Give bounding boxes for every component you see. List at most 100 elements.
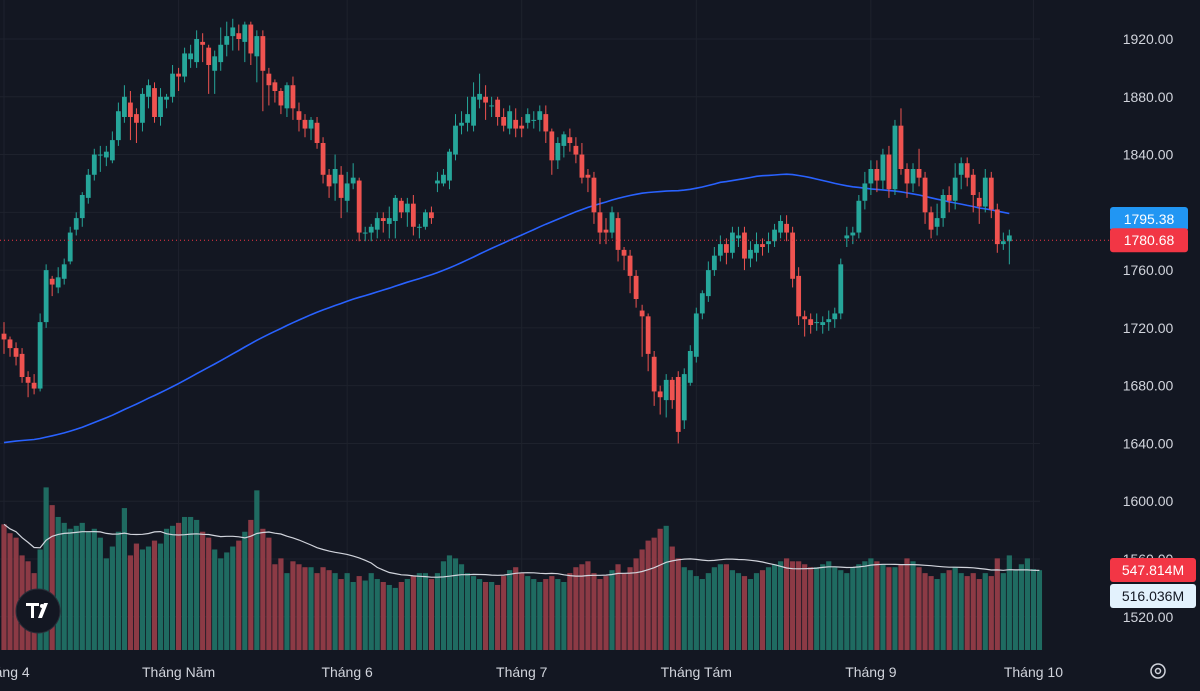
candle-body [639, 310, 645, 317]
volume-bar [928, 576, 934, 650]
candle-body [55, 277, 61, 288]
candle-body [531, 119, 537, 121]
candle-body [994, 209, 1000, 245]
time-tick-label: Tháng 10 [1004, 664, 1063, 680]
volume-bar [434, 573, 441, 650]
volume-bar [1030, 569, 1037, 650]
time-axis[interactable]: Tháng 4 Tháng Năm Tháng 6 Tháng 7 Tháng Tám T… [0, 664, 1063, 680]
candle-body [37, 322, 43, 389]
candle-body [254, 36, 260, 57]
volume-bar [290, 561, 296, 650]
volume-bar [489, 582, 495, 650]
candle-body [724, 244, 729, 253]
volume-bar [1000, 573, 1006, 650]
volume-bar [115, 531, 121, 650]
candle-body [278, 91, 284, 106]
volume-bar [79, 522, 85, 650]
volume-bar [615, 564, 621, 650]
candle-body [597, 212, 603, 233]
volume-bar [410, 576, 416, 650]
candle-body [19, 353, 25, 377]
candle-body [410, 203, 416, 227]
candle-body [368, 226, 374, 233]
volume-bar [200, 531, 206, 650]
candle-body [362, 232, 368, 234]
volume-bar [254, 490, 260, 650]
candle-body [314, 122, 320, 143]
volume-bar [218, 558, 224, 650]
candle-body [507, 111, 513, 129]
volume-bar [151, 540, 158, 650]
volume-bar [1, 524, 7, 650]
candle-body [140, 93, 145, 123]
volume-bar [579, 564, 585, 650]
time-tick-label: Tháng Năm [142, 664, 215, 680]
volume-bar [784, 558, 790, 650]
candle-body [356, 180, 362, 233]
candle-body [320, 143, 326, 175]
volume-bar [464, 573, 471, 650]
price-badge [1110, 228, 1188, 253]
candle-body [898, 125, 904, 169]
candle-body [790, 232, 796, 279]
volume-bar [729, 570, 736, 650]
candle-body [964, 163, 970, 178]
volume-bar [188, 516, 194, 650]
volume-bar [1036, 570, 1043, 650]
volume-bar [206, 537, 212, 650]
volume-bar [97, 537, 103, 650]
candle-body [182, 53, 187, 77]
candle-body [681, 374, 687, 421]
candle-body [928, 212, 934, 230]
candle-body [850, 232, 856, 236]
candle-body [958, 163, 964, 175]
logo-t-icon [26, 603, 39, 618]
candle-body [13, 348, 19, 357]
candle-body [940, 195, 946, 219]
settings-button[interactable] [1150, 663, 1166, 679]
candle-body [976, 197, 982, 207]
volume-bar [916, 567, 922, 650]
volume-bar [663, 525, 669, 650]
volume-bar [585, 561, 591, 650]
candle-body [416, 226, 422, 228]
candle-body [537, 111, 543, 120]
volume-bar [133, 543, 140, 650]
volume-bar [946, 570, 952, 650]
candle-body [477, 93, 482, 100]
volume-bar [771, 564, 778, 650]
candle-body [164, 96, 169, 100]
volume-bar [272, 564, 278, 650]
volume-bar [314, 573, 320, 650]
volume-bar [591, 573, 597, 650]
volume-bar [988, 576, 994, 650]
candle-body [988, 177, 994, 210]
candle-body [651, 356, 657, 392]
volume-bar [440, 561, 447, 650]
volume-bar [43, 487, 49, 650]
volume-bar [699, 579, 705, 650]
logo-circle [15, 588, 61, 634]
volume-bar [85, 531, 91, 650]
volume-bar [332, 573, 338, 650]
volume-bar [561, 582, 567, 650]
candle-body [386, 218, 392, 224]
candle-body [645, 316, 651, 354]
candle-body [122, 96, 127, 117]
tradingview-logo[interactable] [15, 588, 61, 634]
candle-body [374, 218, 380, 230]
candle-body [922, 177, 928, 213]
volume-bar [338, 579, 344, 650]
volume-bar [362, 580, 368, 650]
volume-bar [892, 567, 898, 650]
volume-bar [67, 528, 73, 650]
candle-body [946, 195, 952, 201]
price-tick-label: 1840.00 [1123, 147, 1174, 163]
volume-bar [531, 579, 537, 650]
volume-bar [904, 558, 910, 650]
candle-body [802, 316, 808, 320]
volume-bar [747, 579, 754, 650]
candle-body [796, 275, 802, 317]
